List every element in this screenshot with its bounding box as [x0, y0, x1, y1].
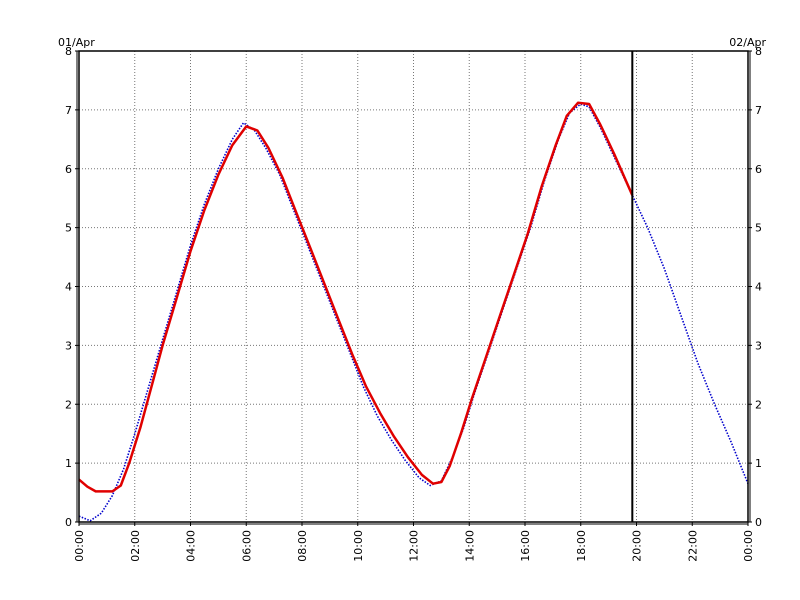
y-tick-label-left: 6: [65, 163, 72, 176]
x-tick-label: 14:00: [463, 530, 476, 562]
series-line-1: [78, 101, 634, 493]
y-tick-label-right: 7: [755, 104, 762, 117]
y-tick-label-right: 6: [755, 163, 762, 176]
series-line-0: [78, 103, 749, 522]
y-tick-label-right: 1: [755, 457, 762, 470]
x-tick-label: 06:00: [240, 530, 253, 562]
y-tick-label-left: 8: [65, 45, 72, 58]
x-tick-label: 12:00: [408, 530, 421, 562]
y-tick-label-left: 2: [65, 398, 72, 411]
x-tick-label: 04:00: [185, 530, 198, 562]
plot-frame: [78, 50, 749, 523]
y-tick-label-right: 8: [755, 45, 762, 58]
date-label-left: 01/Apr: [58, 36, 95, 49]
x-tick-label: 18:00: [575, 530, 588, 562]
series-layer: [78, 101, 749, 522]
date-label-right: 02/Apr: [729, 36, 766, 49]
x-tick-label: 20:00: [631, 530, 644, 562]
y-tick-label-right: 3: [755, 339, 762, 352]
label-layer: 01/Apr 02/Apr 0 0 1 1 2 2 3 3 4 4 5 5 6 6 7 7 8 8 00:00 02:…: [58, 36, 766, 562]
y-tick-label-left: 1: [65, 457, 72, 470]
y-tick-label-left: 3: [65, 339, 72, 352]
x-tick-label: 10:00: [352, 530, 365, 562]
y-tick-label-right: 0: [755, 516, 762, 529]
x-tick-label: 02:00: [129, 530, 142, 562]
x-tick-label: 22:00: [686, 530, 699, 562]
y-tick-label-right: 5: [755, 222, 762, 235]
x-tick-label: 00:00: [73, 530, 86, 562]
x-tick-label: 16:00: [519, 530, 532, 562]
y-tick-label-right: 2: [755, 398, 762, 411]
y-tick-label-left: 0: [65, 516, 72, 529]
y-tick-label-left: 5: [65, 222, 72, 235]
x-tick-label: 00:00: [742, 530, 755, 562]
y-tick-label-left: 4: [65, 281, 72, 294]
x-tick-label: 08:00: [296, 530, 309, 562]
frame-layer: [75, 50, 752, 526]
y-tick-label-right: 4: [755, 281, 762, 294]
y-tick-label-left: 7: [65, 104, 72, 117]
